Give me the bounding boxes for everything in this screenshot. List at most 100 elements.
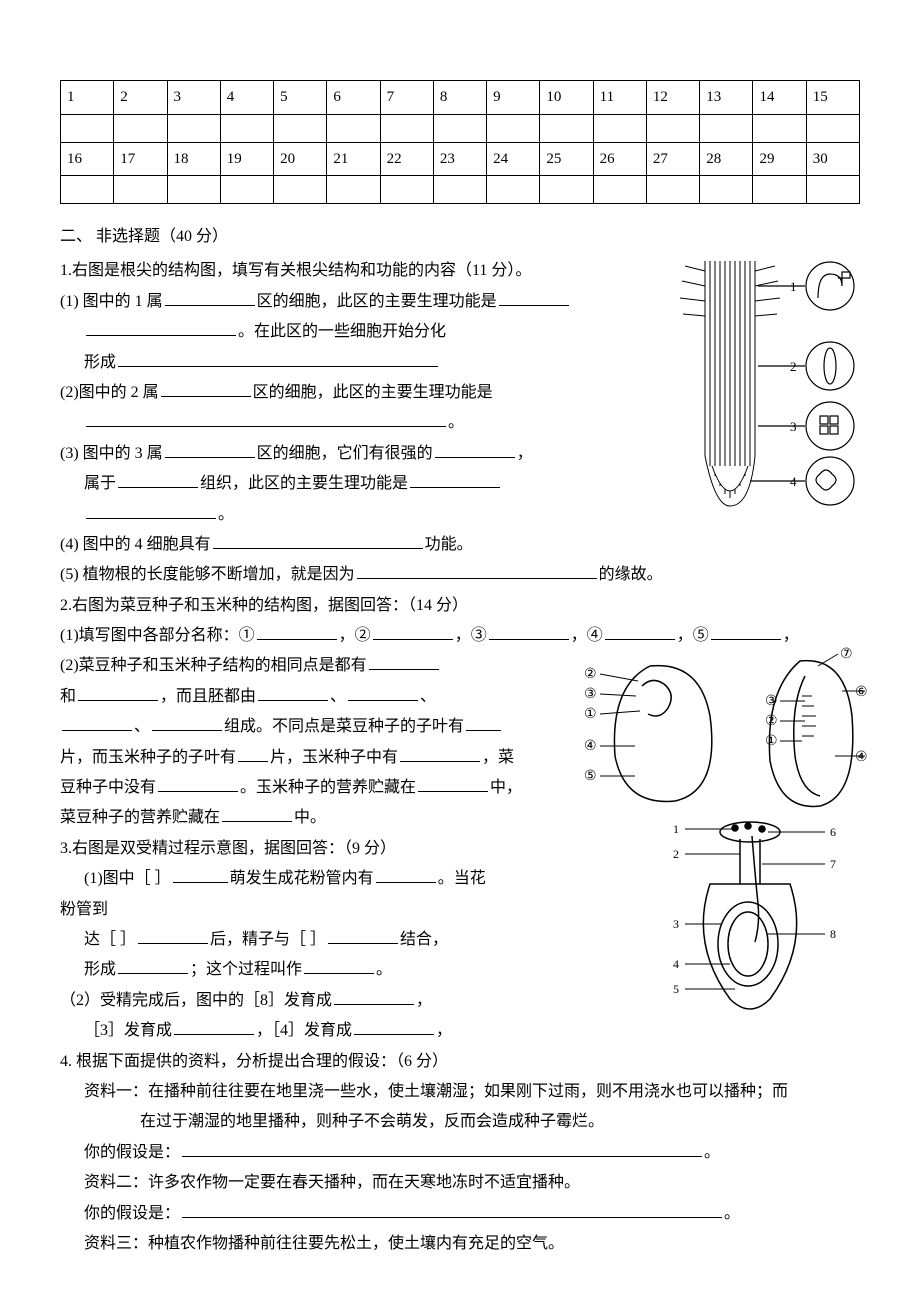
t: 。玉米种子的营养贮藏在 bbox=[240, 779, 416, 796]
t: ；这个过程叫作 bbox=[190, 961, 302, 978]
t: 、 bbox=[330, 688, 346, 705]
svg-text:6: 6 bbox=[830, 825, 836, 839]
q4-title: 4. 根据下面提供的资料，分析提出合理的假设：（6 分） bbox=[60, 1047, 860, 1077]
t: 区的细胞，此区的主要生理功能是 bbox=[253, 384, 493, 401]
t: ，④ bbox=[571, 627, 603, 644]
cell bbox=[646, 114, 699, 142]
t: 的缘故。 bbox=[599, 566, 663, 583]
t: 组织，此区的主要生理功能是 bbox=[200, 475, 408, 492]
blank bbox=[435, 440, 515, 458]
cell: 7 bbox=[380, 81, 433, 115]
cell: 13 bbox=[700, 81, 753, 115]
svg-text:②: ② bbox=[765, 714, 778, 729]
cell bbox=[220, 176, 273, 204]
blank bbox=[369, 653, 439, 671]
svg-text:①: ① bbox=[765, 734, 778, 749]
t: 后，精子与［ ］ bbox=[210, 931, 326, 948]
t: (5) 植物根的长度能够不断增加，就是因为 bbox=[60, 566, 355, 583]
cell: 18 bbox=[167, 142, 220, 176]
t: 区的细胞，此区的主要生理功能是 bbox=[257, 293, 497, 310]
t: （2）受精完成后，图中的［8］发育成 bbox=[60, 992, 332, 1009]
cell: 20 bbox=[274, 142, 327, 176]
t: (1)图中［ ］ bbox=[84, 870, 171, 887]
blank bbox=[304, 957, 374, 975]
blank bbox=[86, 501, 216, 519]
cell bbox=[327, 114, 380, 142]
t: 萌发生成花粉管内有 bbox=[230, 870, 374, 887]
t: 豆种子中没有 bbox=[60, 779, 156, 796]
cell bbox=[380, 114, 433, 142]
cell: 24 bbox=[487, 142, 540, 176]
cell: 25 bbox=[540, 142, 593, 176]
cell: 3 bbox=[167, 81, 220, 115]
blank bbox=[161, 379, 251, 397]
cell: 28 bbox=[700, 142, 753, 176]
cell bbox=[806, 114, 859, 142]
blank bbox=[499, 288, 569, 306]
blank bbox=[400, 744, 480, 762]
t: 组成。不同点是菜豆种子的子叶有 bbox=[224, 718, 464, 735]
svg-text:2: 2 bbox=[673, 847, 679, 861]
cell: 14 bbox=[753, 81, 806, 115]
t: (4) 图中的 4 细胞具有 bbox=[60, 536, 211, 553]
svg-text:5: 5 bbox=[673, 982, 679, 996]
cell: 27 bbox=[646, 142, 699, 176]
cell bbox=[540, 114, 593, 142]
cell: 16 bbox=[61, 142, 114, 176]
blank bbox=[78, 683, 158, 701]
cell bbox=[327, 176, 380, 204]
cell: 6 bbox=[327, 81, 380, 115]
t: 中， bbox=[490, 779, 522, 796]
blank bbox=[328, 926, 398, 944]
blank bbox=[466, 714, 501, 732]
q4-line: 你的假设是：。 bbox=[60, 1199, 860, 1229]
blank bbox=[62, 714, 132, 732]
t: 。在此区的一些细胞开始分化 bbox=[238, 323, 446, 340]
blank bbox=[152, 714, 222, 732]
q4-line: 资料二：许多农作物一定要在春天播种，而在天寒地冻时不适宜播种。 bbox=[60, 1168, 860, 1198]
svg-text:③: ③ bbox=[765, 694, 778, 709]
svg-text:⑥: ⑥ bbox=[855, 685, 868, 700]
blank bbox=[373, 622, 453, 640]
blank bbox=[257, 622, 337, 640]
cell bbox=[114, 176, 167, 204]
cell bbox=[433, 176, 486, 204]
cell: 17 bbox=[114, 142, 167, 176]
t: 、 bbox=[134, 718, 150, 735]
cell bbox=[274, 176, 327, 204]
fertilization-figure: 1 2 3 4 5 6 7 8 bbox=[640, 814, 870, 1034]
svg-text:②: ② bbox=[584, 667, 597, 682]
cell bbox=[806, 176, 859, 204]
cell: 11 bbox=[593, 81, 646, 115]
t: 结合， bbox=[400, 931, 448, 948]
blank bbox=[489, 622, 569, 640]
svg-text:①: ① bbox=[584, 707, 597, 722]
t: 功能。 bbox=[425, 536, 473, 553]
root-tip-figure: 1 2 3 4 bbox=[650, 256, 870, 516]
t: 片，玉米种子中有 bbox=[270, 749, 398, 766]
blank bbox=[174, 1018, 254, 1036]
t: 形成 bbox=[84, 961, 116, 978]
svg-text:⑤: ⑤ bbox=[584, 769, 597, 784]
t: 形成 bbox=[84, 354, 116, 371]
cell: 9 bbox=[487, 81, 540, 115]
seed-figure: ② ③ ① ④ ⑤ ⑦ ⑥ ③ ② ① ④ bbox=[580, 646, 870, 836]
fig-label: 3 bbox=[790, 419, 797, 434]
cell bbox=[753, 176, 806, 204]
cell bbox=[700, 176, 753, 204]
blank bbox=[258, 683, 328, 701]
t: ，菜 bbox=[482, 749, 514, 766]
t: 片，而玉米种子的子叶有 bbox=[60, 749, 236, 766]
cell: 21 bbox=[327, 142, 380, 176]
fig-label: 4 bbox=[790, 474, 797, 489]
t: ，② bbox=[339, 627, 371, 644]
t: ，③ bbox=[455, 627, 487, 644]
blank bbox=[410, 471, 500, 489]
cell bbox=[700, 114, 753, 142]
blank bbox=[118, 471, 198, 489]
cell: 23 bbox=[433, 142, 486, 176]
cell bbox=[540, 176, 593, 204]
cell: 4 bbox=[220, 81, 273, 115]
cell bbox=[753, 114, 806, 142]
blank bbox=[357, 562, 597, 580]
